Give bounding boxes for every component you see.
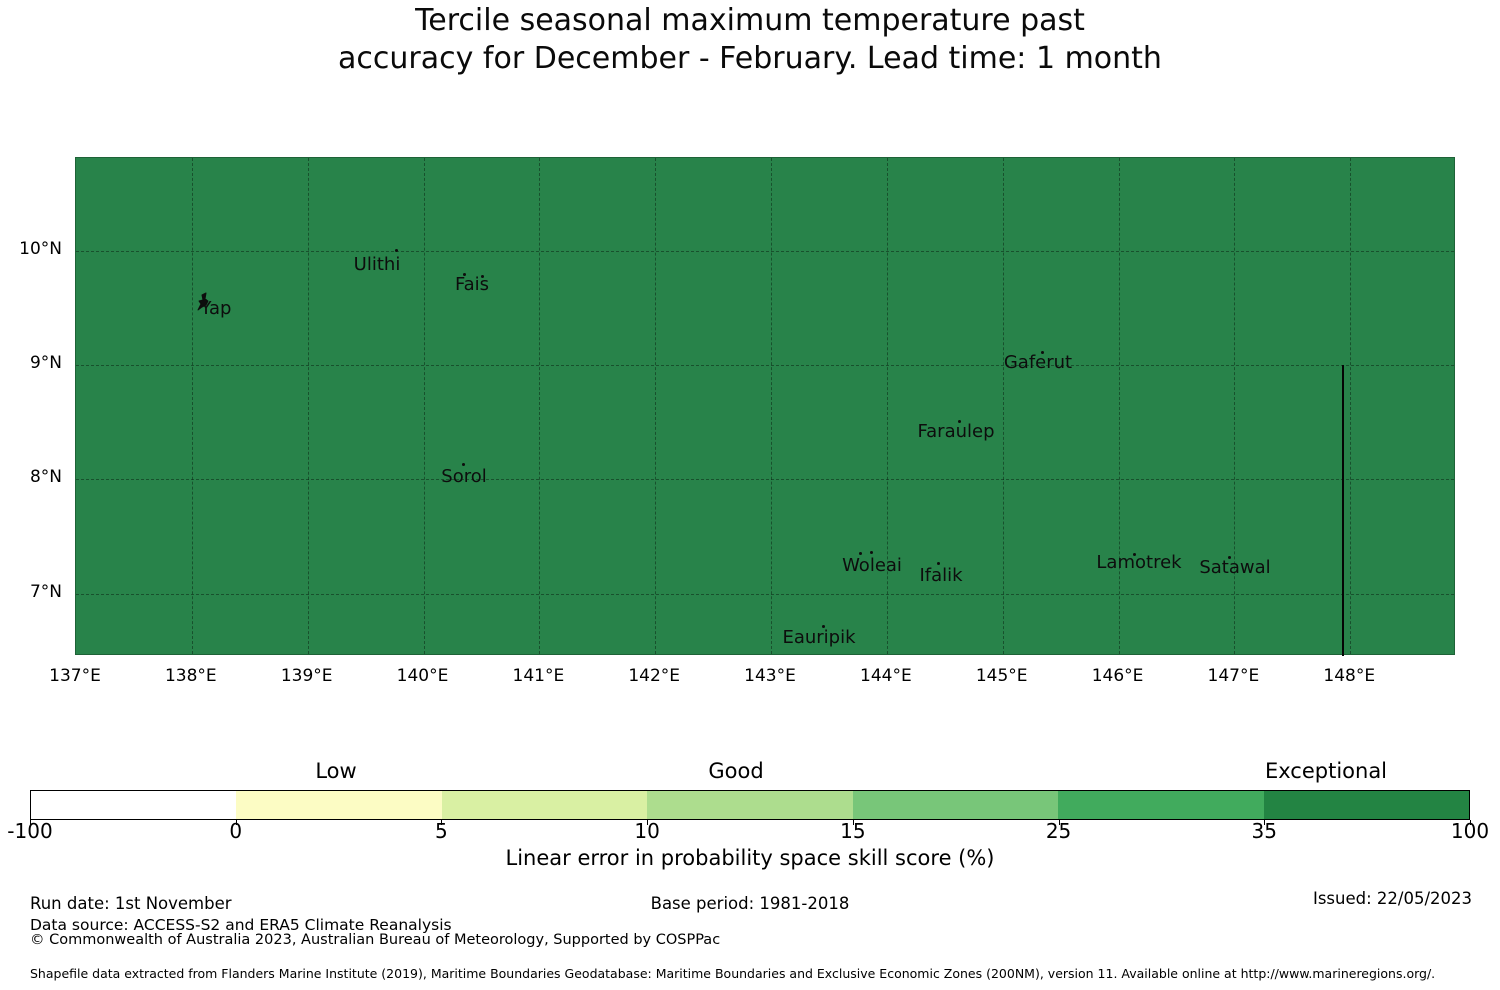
island-label: Ulithi <box>353 254 401 275</box>
colorbar-tick <box>1264 820 1266 825</box>
colorbar-tick <box>852 820 854 825</box>
island-label: Satawal <box>1199 557 1271 578</box>
island-dot <box>1133 553 1136 556</box>
colorbar-tick-label: 35 <box>1251 819 1277 843</box>
island-label: Sorol <box>441 466 487 487</box>
island-dot <box>859 552 862 555</box>
colorbar-segment <box>441 791 648 819</box>
colorbar-caption: Linear error in probability space skill … <box>505 846 995 870</box>
island-dot <box>1228 556 1231 559</box>
x-tick-label: 138°E <box>164 666 217 686</box>
colorbar-segment <box>852 791 1059 819</box>
colorbar-zone-label: Low <box>315 759 357 783</box>
x-tick-label: 143°E <box>744 666 796 686</box>
x-tick-label: 146°E <box>1091 666 1144 686</box>
footer-base-period: Base period: 1981-2018 <box>650 894 850 913</box>
colorbar <box>30 790 1470 820</box>
island-label: Yap <box>200 298 232 319</box>
colorbar-tick <box>1470 820 1471 825</box>
footer-run-date: Run date: 1st November <box>30 894 232 913</box>
island-dot <box>937 562 940 565</box>
y-tick-label: 7°N <box>29 581 62 602</box>
colorbar-tick <box>441 820 443 825</box>
island-dot <box>463 273 466 276</box>
colorbar-zone-label: Good <box>708 759 764 783</box>
island-label: Lamotrek <box>1096 552 1182 573</box>
eez-boundary-line <box>1342 365 1344 656</box>
longitude-gridline <box>1234 158 1236 654</box>
x-tick-label: 141°E <box>512 666 565 686</box>
longitude-gridline <box>771 158 773 654</box>
island-dot <box>462 463 465 466</box>
island-label: Woleai <box>842 555 902 576</box>
colorbar-tick-label: 10 <box>634 819 660 843</box>
longitude-gridline <box>1002 158 1004 654</box>
latitude-gridline <box>76 479 1454 481</box>
colorbar-tick-label: 0 <box>229 819 243 843</box>
colorbar-tick-label: 25 <box>1045 819 1072 843</box>
x-tick-label: 145°E <box>975 666 1028 686</box>
longitude-gridline <box>423 158 425 654</box>
colorbar-tick <box>1058 820 1060 825</box>
island-dot <box>1041 351 1044 354</box>
colorbar-segment <box>1263 791 1469 819</box>
longitude-gridline <box>1350 158 1352 654</box>
island-label: Gaferut <box>1003 352 1073 373</box>
latitude-gridline <box>76 593 1454 595</box>
island-dot <box>395 249 398 252</box>
island-dot <box>958 420 961 423</box>
colorbar-zone-label: Exceptional <box>1264 759 1388 783</box>
longitude-gridline <box>191 158 193 654</box>
footer-issued-date: Issued: 22/05/2023 <box>1312 889 1472 908</box>
colorbar-tick-label: 100 <box>1450 819 1490 843</box>
latitude-gridline <box>76 365 1454 367</box>
page-title: Tercile seasonal maximum temperature pas… <box>0 2 1500 78</box>
title-line-1: Tercile seasonal maximum temperature pas… <box>415 3 1085 38</box>
x-tick-label: 137°E <box>49 666 101 686</box>
longitude-gridline <box>1118 158 1120 654</box>
island-label: Ifalik <box>919 565 963 586</box>
longitude-gridline <box>886 158 888 654</box>
footer-data-source: Data source: ACCESS-S2 and ERA5 Climate … <box>30 916 452 934</box>
island-label: Faraulep <box>917 421 995 442</box>
y-tick-label: 9°N <box>29 353 62 374</box>
x-tick-label: 148°E <box>1323 666 1376 686</box>
footer-copyright: © Commonwealth of Australia 2023, Austra… <box>30 932 721 948</box>
x-tick-label: 142°E <box>628 666 681 686</box>
colorbar-segment <box>647 791 853 819</box>
x-tick-label: 144°E <box>860 666 912 686</box>
colorbar-tick-label: 5 <box>435 819 448 843</box>
footer-shapefile-credit: Shapefile data extracted from Flanders M… <box>30 966 1436 981</box>
colorbar-segment <box>1058 791 1264 819</box>
island-dot <box>481 275 484 278</box>
colorbar-segment <box>31 791 237 819</box>
y-tick-label: 8°N <box>29 467 62 488</box>
island-label: Eauripik <box>782 627 856 648</box>
y-tick-label: 10°N <box>19 239 62 259</box>
longitude-gridline <box>655 158 657 654</box>
island-dot <box>822 625 825 628</box>
longitude-gridline <box>307 158 309 654</box>
x-tick-label: 140°E <box>396 666 449 686</box>
x-tick-label: 147°E <box>1207 666 1260 686</box>
map-area: Yap Ulithi Fais Gaferut Faraulep Sorol Woleai I… <box>75 157 1455 656</box>
colorbar-tick <box>235 820 237 825</box>
latitude-gridline <box>76 251 1454 252</box>
x-tick-label: 139°E <box>280 666 333 686</box>
colorbar-segment <box>236 791 442 819</box>
island-dot <box>870 551 873 554</box>
title-line-2: accuracy for December - February. Lead t… <box>338 41 1162 76</box>
island-label: Fais <box>454 274 490 295</box>
colorbar-tick-label: 15 <box>840 819 866 843</box>
colorbar-tick-label: -100 <box>7 819 53 843</box>
longitude-gridline <box>539 158 541 654</box>
colorbar-tick <box>647 820 649 825</box>
yap-island-shape <box>197 292 209 311</box>
colorbar-tick <box>30 820 31 825</box>
